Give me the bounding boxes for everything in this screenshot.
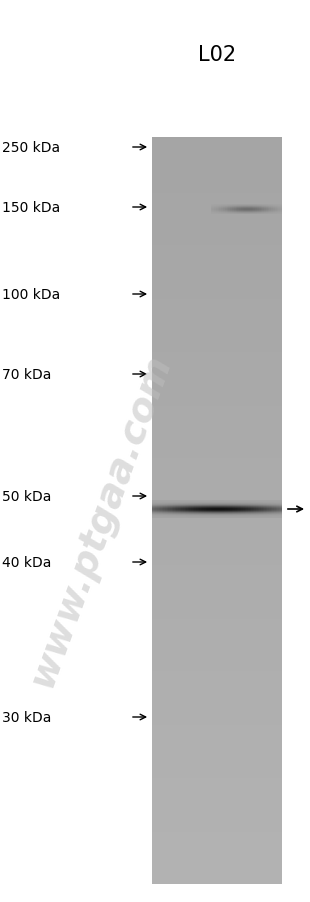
- Text: 250 kDa: 250 kDa: [2, 141, 60, 155]
- Text: 40 kDa: 40 kDa: [2, 556, 51, 569]
- Text: L02: L02: [198, 45, 236, 65]
- Text: 30 kDa: 30 kDa: [2, 710, 51, 724]
- Text: 70 kDa: 70 kDa: [2, 368, 51, 382]
- Text: 100 kDa: 100 kDa: [2, 288, 60, 301]
- Text: www.ptgaa.com: www.ptgaa.com: [22, 348, 178, 691]
- Text: 150 kDa: 150 kDa: [2, 201, 60, 215]
- Text: 50 kDa: 50 kDa: [2, 490, 51, 503]
